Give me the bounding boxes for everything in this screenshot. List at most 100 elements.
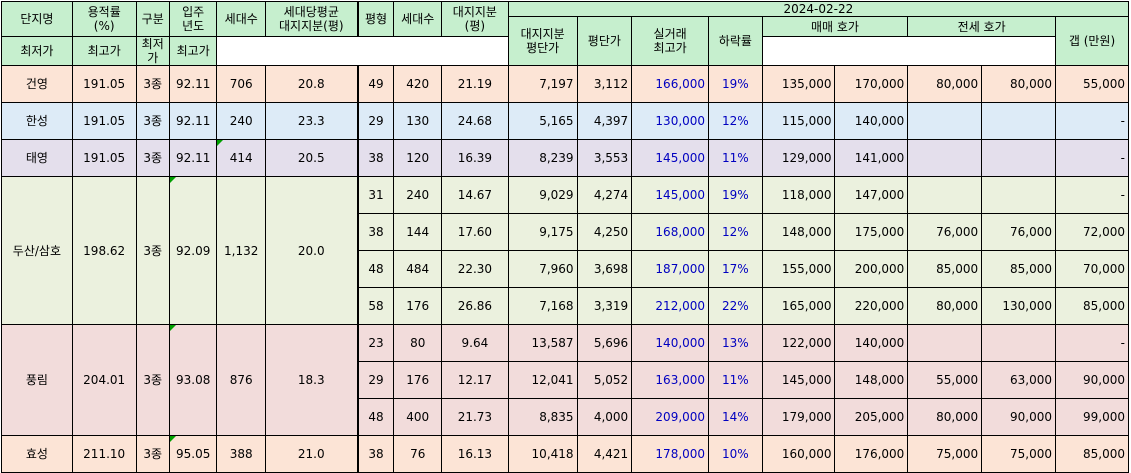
table-row: 38 144 17.60 9,175 4,250 168,000 12% 148… <box>2 213 1129 251</box>
header-jeonse-group: 전세 호가 <box>907 16 1056 37</box>
pyeong-price-value: 5,052 <box>576 361 633 399</box>
sale-high-value: 176,000 <box>834 435 909 473</box>
header-sale-low: 최저가 <box>1 36 73 66</box>
pyeong-value: 48 <box>357 398 395 436</box>
drop-rate-value: 19% <box>708 65 763 103</box>
zone-value: 3종 <box>135 324 170 436</box>
households-value: 1,132 <box>216 176 266 325</box>
sale-low-value: 160,000 <box>761 435 836 473</box>
jeonse-low-value: 55,000 <box>907 361 983 399</box>
sale-low-value: 148,000 <box>761 213 836 251</box>
pyeong-value: 31 <box>357 176 395 214</box>
drop-rate-value: 14% <box>708 398 763 436</box>
sale-low-value: 155,000 <box>761 250 836 288</box>
sale-high-value: 220,000 <box>834 287 909 325</box>
jeonse-low-value <box>907 176 983 214</box>
header-drop-rate: 하락률 <box>708 16 763 66</box>
jeonse-high-value: 63,000 <box>981 361 1056 399</box>
header-complex: 단지명 <box>1 1 73 37</box>
land-avg-value: 20.0 <box>264 176 359 325</box>
far-value: 191.05 <box>71 102 137 140</box>
land-price-value: 7,197 <box>507 65 578 103</box>
table-row: 29 176 12.17 12,041 5,052 163,000 11% 14… <box>2 361 1129 399</box>
gap-value: 90,000 <box>1055 361 1129 399</box>
sale-low-value: 179,000 <box>761 398 836 436</box>
header-sale-group: 매매 호가 <box>761 16 909 37</box>
pyeong-value: 38 <box>357 139 395 177</box>
far-value: 211.10 <box>71 435 137 473</box>
gap-value: 70,000 <box>1055 250 1129 288</box>
header-jeonse-low: 최저가 <box>135 36 170 66</box>
real-high-value: 140,000 <box>631 324 710 362</box>
land-price-value: 5,165 <box>507 102 578 140</box>
drop-rate-value: 17% <box>708 250 763 288</box>
jeonse-low-value <box>907 102 983 140</box>
land-price-value: 7,960 <box>507 250 578 288</box>
pyeong-price-value: 4,000 <box>576 398 633 436</box>
real-high-value: 145,000 <box>631 176 710 214</box>
real-high-value: 168,000 <box>631 213 710 251</box>
gap-value: - <box>1055 102 1129 140</box>
real-high-value: 163,000 <box>631 361 710 399</box>
real-high-value: 187,000 <box>631 250 710 288</box>
gap-value: - <box>1055 324 1129 362</box>
table-row: 48 484 22.30 7,960 3,698 187,000 17% 155… <box>2 250 1129 288</box>
header-gap: 갭 (만원) <box>1055 16 1129 66</box>
land-value: 9.64 <box>441 324 509 362</box>
land-price-value: 9,175 <box>507 213 578 251</box>
header-real-high: 실거래 최고가 <box>631 16 710 66</box>
sale-low-value: 165,000 <box>761 287 836 325</box>
land-price-value: 12,041 <box>507 361 578 399</box>
drop-rate-value: 22% <box>708 287 763 325</box>
sale-high-value: 140,000 <box>834 102 909 140</box>
pyeong-value: 49 <box>357 65 395 103</box>
type-households-value: 400 <box>393 398 442 436</box>
sale-low-value: 122,000 <box>761 324 836 362</box>
land-avg-value: 23.3 <box>264 102 359 140</box>
pyeong-value: 23 <box>357 324 395 362</box>
land-price-value: 9,029 <box>507 176 578 214</box>
households-value: 414 <box>216 139 266 177</box>
land-value: 26.86 <box>441 287 509 325</box>
type-households-value: 144 <box>393 213 442 251</box>
gap-value: 99,000 <box>1055 398 1129 436</box>
land-avg-value: 20.5 <box>264 139 359 177</box>
drop-rate-value: 12% <box>708 102 763 140</box>
table-row: 건영 191.05 3종 92.11 706 20.8 49 420 21.19… <box>1 65 1129 103</box>
jeonse-high-value <box>981 324 1056 362</box>
sale-low-value: 118,000 <box>761 176 836 214</box>
zone-value: 3종 <box>135 65 170 103</box>
real-high-value: 212,000 <box>631 287 710 325</box>
jeonse-low-value: 80,000 <box>907 65 983 103</box>
zone-value: 3종 <box>135 139 170 177</box>
jeonse-low-value: 75,000 <box>907 435 983 473</box>
table-row: 58 176 26.86 7,168 3,319 212,000 22% 165… <box>2 287 1129 325</box>
type-households-value: 176 <box>393 287 442 325</box>
sale-low-value: 115,000 <box>761 102 836 140</box>
jeonse-high-value: 85,000 <box>981 250 1056 288</box>
jeonse-low-value <box>907 324 983 362</box>
type-households-value: 76 <box>393 435 442 473</box>
jeonse-high-value: 130,000 <box>981 287 1056 325</box>
land-avg-value: 20.8 <box>264 65 359 103</box>
land-avg-value: 21.0 <box>264 435 359 473</box>
table-row: 풍림 204.01 3종 93.08 876 18.3 23 80 9.64 1… <box>1 324 1129 436</box>
land-price-value: 13,587 <box>507 324 578 362</box>
land-value: 21.19 <box>441 65 509 103</box>
year-value: 92.11 <box>168 65 218 103</box>
pyeong-price-value: 5,696 <box>576 324 633 362</box>
header-date: 2024-02-22 <box>507 1 1130 17</box>
sale-low-value: 129,000 <box>761 139 836 177</box>
land-price-value: 8,239 <box>507 139 578 177</box>
jeonse-low-value: 80,000 <box>907 287 983 325</box>
pyeong-price-value: 4,250 <box>576 213 633 251</box>
jeonse-high-value: 76,000 <box>981 213 1056 251</box>
real-high-value: 178,000 <box>631 435 710 473</box>
sale-low-value: 145,000 <box>761 361 836 399</box>
pyeong-value: 29 <box>357 361 395 399</box>
pyeong-value: 58 <box>357 287 395 325</box>
header-far: 용적률 (%) <box>71 1 137 37</box>
table-row: 48 400 21.73 8,835 4,000 209,000 14% 179… <box>2 398 1129 436</box>
header-land: 대지지분 (평) <box>441 1 509 37</box>
type-households-value: 120 <box>393 139 442 177</box>
